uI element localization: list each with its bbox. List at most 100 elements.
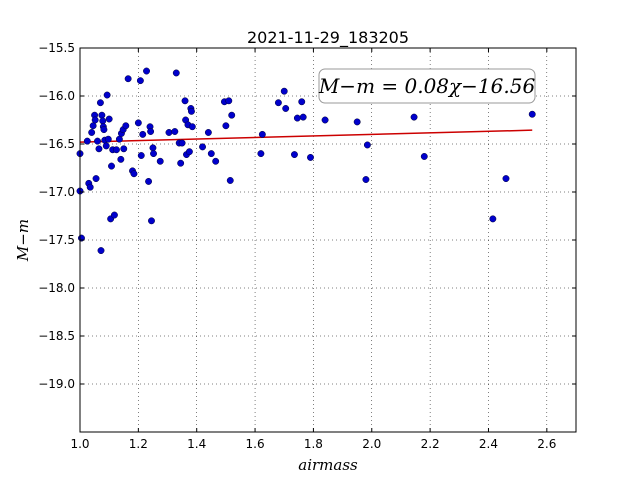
data-point — [363, 141, 371, 149]
y-tick-label: −15.5 — [38, 41, 75, 55]
data-point — [489, 215, 497, 223]
data-point — [98, 111, 106, 119]
data-point — [95, 145, 103, 153]
fit-annotation: M−m = 0.08χ−16.56 — [318, 68, 536, 104]
data-point — [122, 122, 130, 130]
data-point — [177, 159, 185, 167]
x-tick-label: 2.6 — [537, 437, 556, 451]
data-point — [113, 146, 120, 154]
data-point — [171, 128, 179, 135]
data-points — [76, 67, 536, 255]
data-point — [181, 97, 189, 105]
data-point — [136, 77, 144, 85]
data-point — [257, 150, 265, 158]
data-point — [307, 153, 314, 161]
data-point — [83, 137, 91, 145]
data-point — [207, 150, 215, 158]
data-point — [110, 211, 118, 219]
data-point — [91, 116, 99, 124]
x-tick-label: 1.0 — [70, 437, 89, 451]
x-tick-label: 1.8 — [304, 437, 323, 451]
fit-line — [79, 129, 533, 143]
data-point — [502, 175, 510, 183]
data-point — [226, 177, 234, 184]
data-point — [353, 118, 361, 126]
data-point — [134, 119, 142, 127]
data-point — [100, 126, 108, 134]
x-tick-label: 1.6 — [246, 437, 265, 451]
data-point — [199, 143, 206, 151]
data-point — [362, 176, 370, 183]
x-axis-label: airmass — [298, 456, 358, 474]
data-point — [212, 157, 220, 165]
data-point — [104, 135, 112, 143]
x-tick-label: 2.4 — [479, 437, 498, 451]
data-point — [149, 144, 157, 152]
data-point — [124, 75, 132, 83]
data-point — [103, 91, 111, 99]
data-point — [185, 148, 193, 156]
y-tick-label: −16.5 — [38, 137, 75, 151]
data-point — [150, 150, 157, 158]
x-tick-label: 2.2 — [421, 437, 440, 451]
data-point — [178, 139, 186, 147]
data-point — [420, 153, 428, 160]
fit-annotation-text: M−m = 0.08χ−16.56 — [318, 74, 536, 98]
data-point — [97, 247, 105, 255]
fit-line-group — [79, 129, 533, 143]
data-point — [94, 137, 101, 145]
data-point — [188, 107, 195, 115]
data-point — [258, 130, 266, 138]
y-axis-label: M−m — [14, 219, 32, 262]
axis-ticks: 1.0 1.2 1.4 1.6 1.8 2.0 2.2 2.4 2.6 −15.5 −16.0 −16… — [38, 41, 576, 451]
data-point — [298, 98, 306, 106]
data-point — [139, 130, 147, 138]
data-point — [148, 217, 155, 225]
data-point — [130, 170, 138, 178]
data-point — [117, 155, 125, 163]
data-point — [96, 99, 104, 107]
data-point — [299, 113, 307, 121]
y-tick-label: −17.5 — [38, 233, 75, 247]
data-point — [102, 142, 110, 150]
data-point — [156, 157, 164, 165]
y-tick-label: −17.0 — [38, 185, 75, 199]
data-point — [120, 145, 128, 153]
data-point — [143, 67, 150, 75]
data-point — [528, 110, 536, 118]
data-point — [225, 97, 233, 105]
fit-annotation-box — [318, 68, 536, 104]
data-point — [274, 99, 282, 107]
data-point — [228, 111, 236, 119]
x-tick-label: 1.4 — [187, 437, 206, 451]
data-point — [321, 116, 329, 124]
data-point — [147, 128, 155, 135]
data-point — [293, 114, 301, 122]
data-point — [86, 183, 94, 191]
y-tick-label: −19.0 — [38, 377, 75, 391]
data-point — [410, 113, 418, 121]
x-tick-label: 1.2 — [129, 437, 148, 451]
data-point — [145, 177, 153, 185]
data-point — [115, 135, 123, 143]
data-point — [280, 87, 288, 95]
y-tick-label: −18.5 — [38, 329, 75, 343]
data-point — [204, 129, 212, 136]
data-point — [88, 129, 96, 136]
data-point — [137, 152, 145, 159]
data-point — [105, 115, 113, 123]
data-point — [282, 105, 290, 112]
data-point — [99, 117, 107, 125]
x-tick-label: 2.0 — [362, 437, 381, 451]
data-point — [188, 123, 196, 131]
data-point — [165, 129, 173, 136]
data-point — [89, 122, 97, 130]
data-point — [92, 175, 100, 183]
chart-title: 2021-11-29_183205 — [247, 28, 409, 48]
data-point — [222, 122, 230, 130]
data-point — [290, 151, 298, 159]
data-point — [108, 162, 115, 170]
y-tick-label: −16.0 — [38, 89, 75, 103]
y-tick-label: −18.0 — [38, 281, 75, 295]
